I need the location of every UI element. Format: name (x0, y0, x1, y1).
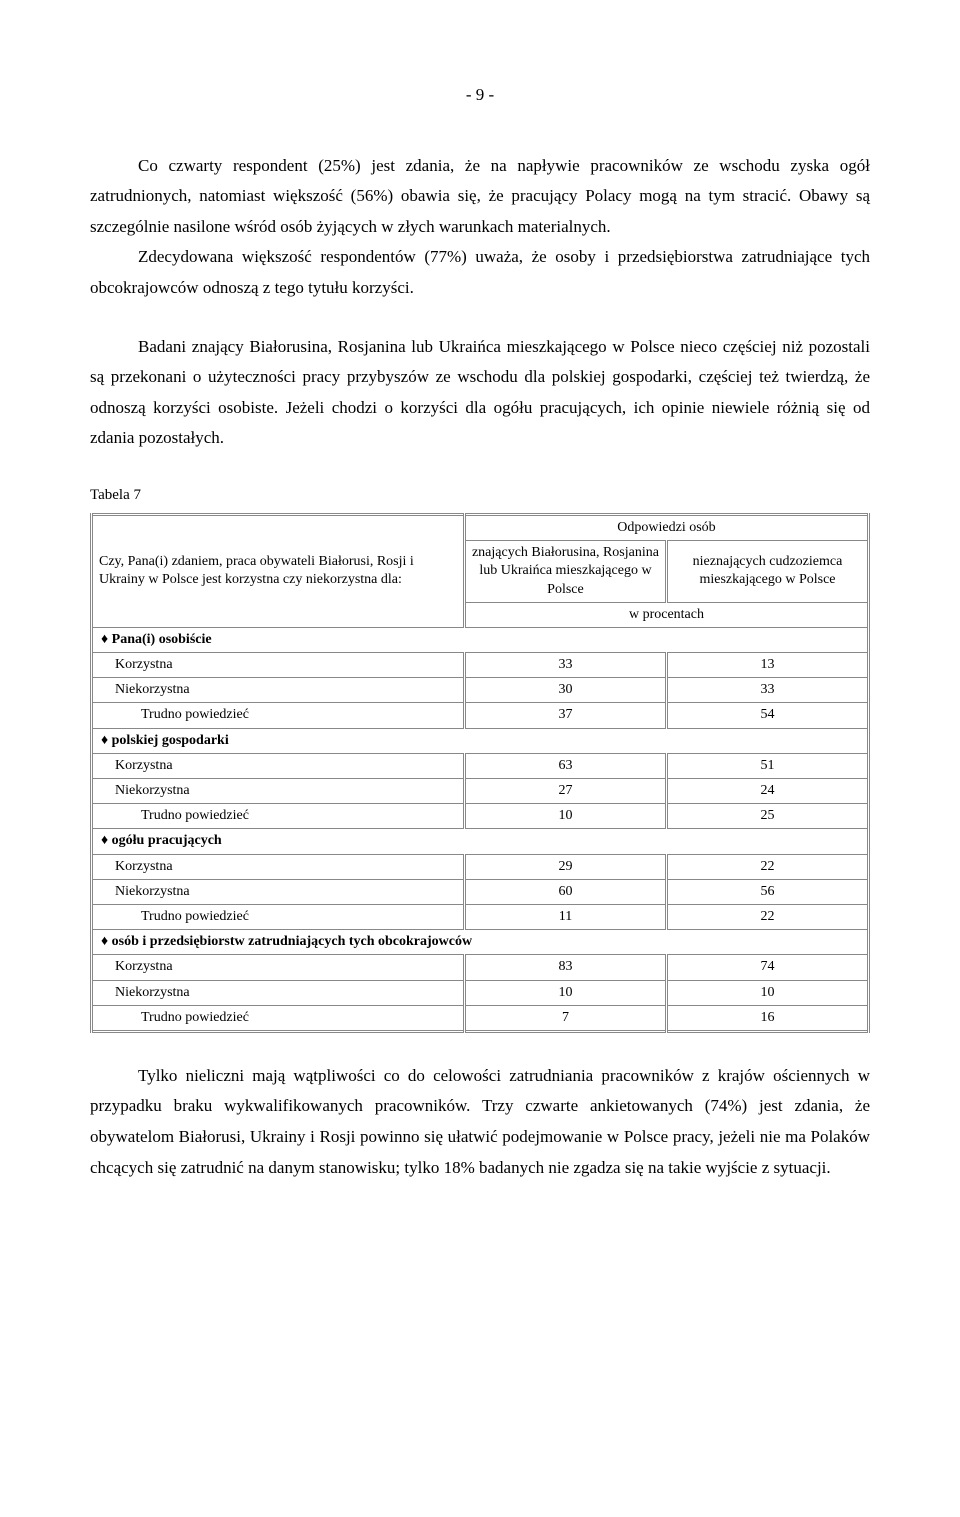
paragraph-3: Badani znający Białorusina, Rosjanina lu… (90, 332, 870, 454)
table-cell: 51 (666, 753, 868, 778)
page-number: - 9 - (90, 80, 870, 111)
paragraph-block-1: Co czwarty respondent (25%) jest zdania,… (90, 151, 870, 304)
paragraph-1: Co czwarty respondent (25%) jest zdania,… (90, 151, 870, 243)
table-cell: 7 (464, 1005, 666, 1031)
table-header-top: Odpowiedzi osób (464, 514, 868, 540)
table-section-title: ♦ polskiej gospodarki (92, 728, 869, 753)
table-cell: 37 (464, 703, 666, 728)
table-unit: w procentach (464, 602, 868, 627)
table-section-title: ♦ Pana(i) osobiście (92, 627, 869, 652)
table-cell: 13 (666, 653, 868, 678)
table-cell: 29 (464, 854, 666, 879)
table-cell: 10 (464, 980, 666, 1005)
table-cell: 10 (464, 804, 666, 829)
table-cell: 22 (666, 904, 868, 929)
table-row-label: Korzystna (92, 854, 465, 879)
table-cell: 30 (464, 678, 666, 703)
table-row-label: Trudno powiedzieć (92, 703, 465, 728)
table-row-label: Niekorzystna (92, 980, 465, 1005)
table-cell: 27 (464, 779, 666, 804)
table-cell: 63 (464, 753, 666, 778)
table-section-title: ♦ ogółu pracujących (92, 829, 869, 854)
table-row-label: Korzystna (92, 653, 465, 678)
paragraph-block-2: Badani znający Białorusina, Rosjanina lu… (90, 332, 870, 454)
table-cell: 16 (666, 1005, 868, 1031)
table-question-header: Czy, Pana(i) zdaniem, praca obywateli Bi… (92, 514, 465, 627)
table-cell: 60 (464, 879, 666, 904)
table-header-col2: nieznających cudzoziemca mieszkającego w… (666, 541, 868, 603)
table-cell: 83 (464, 955, 666, 980)
table-row-label: Trudno powiedzieć (92, 904, 465, 929)
table-cell: 33 (666, 678, 868, 703)
paragraph-block-3: Tylko nieliczni mają wątpliwości co do c… (90, 1061, 870, 1183)
table-row-label: Niekorzystna (92, 879, 465, 904)
table-cell: 33 (464, 653, 666, 678)
table-cell: 74 (666, 955, 868, 980)
table-header-col1: znających Białorusina, Rosjanina lub Ukr… (464, 541, 666, 603)
table-label: Tabela 7 (90, 482, 870, 509)
table-row-label: Niekorzystna (92, 678, 465, 703)
table-row-label: Trudno powiedzieć (92, 1005, 465, 1031)
table-cell: 25 (666, 804, 868, 829)
table-cell: 54 (666, 703, 868, 728)
paragraph-2: Zdecydowana większość respondentów (77%)… (90, 242, 870, 303)
table-cell: 10 (666, 980, 868, 1005)
paragraph-4: Tylko nieliczni mają wątpliwości co do c… (90, 1061, 870, 1183)
table-row-label: Korzystna (92, 753, 465, 778)
table-cell: 24 (666, 779, 868, 804)
table-row-label: Niekorzystna (92, 779, 465, 804)
data-table: Czy, Pana(i) zdaniem, praca obywateli Bi… (90, 513, 870, 1033)
spacer (90, 1033, 870, 1061)
table-row-label: Trudno powiedzieć (92, 804, 465, 829)
table-cell: 56 (666, 879, 868, 904)
table-cell: 22 (666, 854, 868, 879)
table-cell: 11 (464, 904, 666, 929)
table-section-title: ♦ osób i przedsiębiorstw zatrudniających… (92, 930, 869, 955)
table-row-label: Korzystna (92, 955, 465, 980)
